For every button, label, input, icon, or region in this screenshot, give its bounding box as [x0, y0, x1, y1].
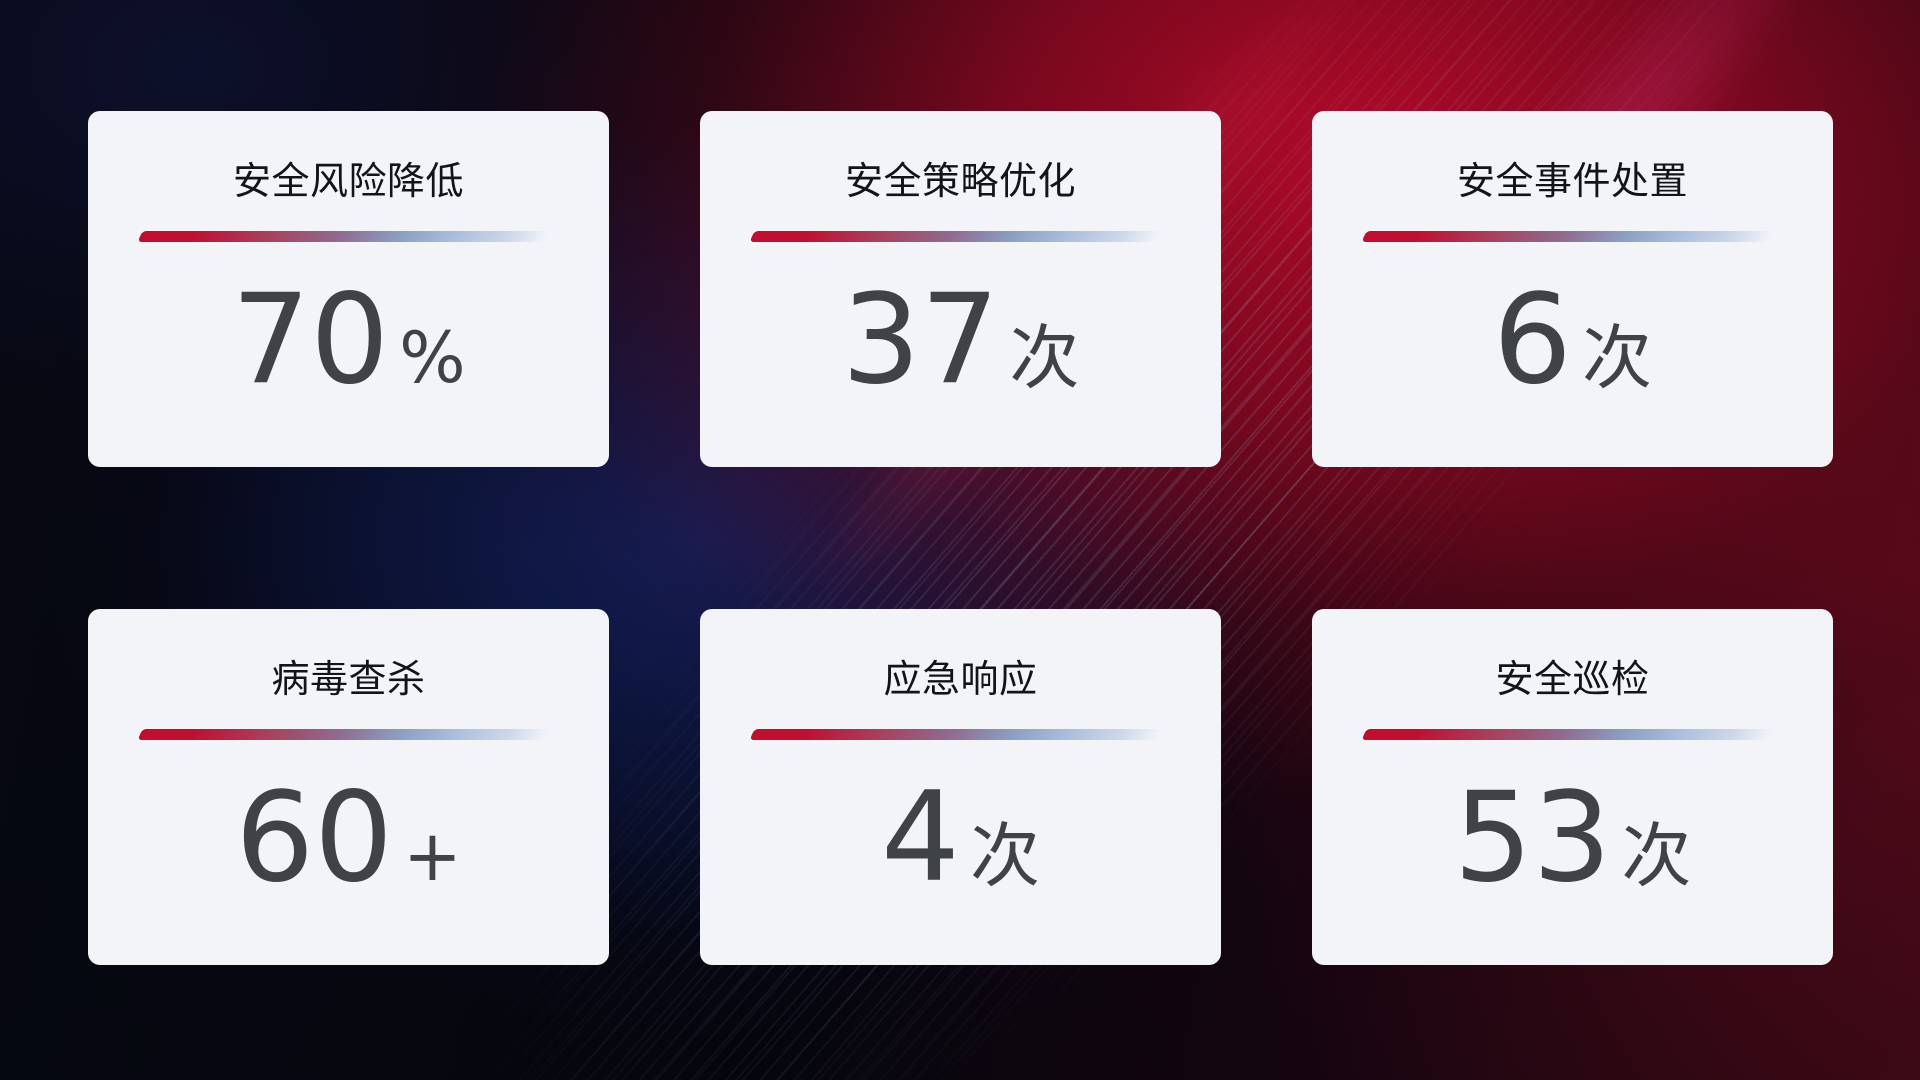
- stat-card-divider: [137, 729, 594, 740]
- stat-card-unit: 次: [969, 815, 1040, 897]
- stat-card-unit: 次: [1581, 317, 1652, 399]
- stat-card-title: 应急响应: [883, 657, 1038, 701]
- stat-card-divider: [749, 231, 1206, 242]
- stat-card-value: 60: [235, 766, 394, 910]
- stat-card-value: 70: [231, 268, 390, 412]
- stat-card-unit: 次: [1009, 317, 1080, 399]
- stat-card-title: 安全事件处置: [1456, 159, 1688, 203]
- stat-card-value-row: 70 %: [88, 278, 609, 402]
- stat-card-emergency-response: 应急响应 4 次: [700, 609, 1221, 965]
- stat-card-value-row: 37 次: [700, 278, 1221, 402]
- stat-card-security-inspection: 安全巡检 53 次: [1312, 609, 1833, 965]
- stat-card-unit: %: [399, 317, 466, 399]
- stat-card-title: 安全巡检: [1495, 657, 1650, 701]
- stat-card-value: 37: [841, 268, 1000, 412]
- stat-card-value: 6: [1493, 268, 1572, 412]
- stat-card-value-row: 60 +: [88, 776, 609, 900]
- stat-card-policy-optimization: 安全策略优化 37 次: [700, 111, 1221, 467]
- stat-card-divider: [1361, 729, 1818, 740]
- stat-card-unit: 次: [1621, 815, 1692, 897]
- stat-card-value: 53: [1453, 766, 1612, 910]
- stat-card-title: 安全风险降低: [232, 159, 464, 203]
- stat-card-divider: [749, 729, 1206, 740]
- stat-card-value-row: 6 次: [1312, 278, 1833, 402]
- stat-card-virus-scan: 病毒查杀 60 +: [88, 609, 609, 965]
- stat-card-divider: [137, 231, 594, 242]
- stat-card-divider: [1361, 231, 1818, 242]
- stat-card-risk-reduction: 安全风险降低 70 %: [88, 111, 609, 467]
- stat-card-title: 病毒查杀: [271, 657, 426, 701]
- stat-card-value-row: 4 次: [700, 776, 1221, 900]
- stat-card-title: 安全策略优化: [844, 159, 1076, 203]
- stat-card-incident-handling: 安全事件处置 6 次: [1312, 111, 1833, 467]
- stat-card-value: 4: [881, 766, 960, 910]
- stat-card-grid: 安全风险降低 70 % 安全策略优化 37 次 安全事件处置 6 次 病毒查: [88, 111, 1833, 965]
- stat-card-value-row: 53 次: [1312, 776, 1833, 900]
- stat-card-unit: +: [403, 815, 462, 897]
